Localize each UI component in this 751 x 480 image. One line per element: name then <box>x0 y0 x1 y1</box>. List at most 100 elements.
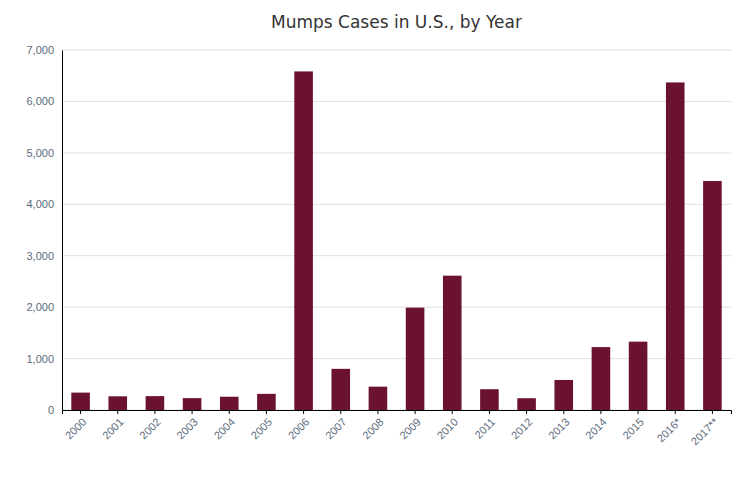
bar <box>592 347 611 410</box>
bar <box>71 393 90 410</box>
chart: 0 1,000 2,000 3,000 4,000 5,000 6,000 7,000 2000… <box>0 0 751 480</box>
y-tick-label: 5,000 <box>26 147 54 159</box>
x-tick-label: 2003 <box>174 416 200 442</box>
y-tick: 6,000 <box>26 95 62 107</box>
grid-line <box>62 307 731 308</box>
y-tick: 4,000 <box>26 198 62 210</box>
grid <box>62 50 731 410</box>
bar <box>443 276 462 410</box>
x-tick-label: 2015 <box>620 416 646 442</box>
x-tick: 2014 <box>583 410 609 441</box>
x-tick-mark <box>600 410 601 414</box>
grid-line <box>62 204 731 205</box>
y-tick: 0 <box>48 404 62 416</box>
grid-line <box>62 50 731 51</box>
plot: 0 1,000 2,000 3,000 4,000 5,000 6,000 7,000 2000… <box>26 44 731 447</box>
x-tick-mark <box>192 410 193 414</box>
x-tick: 2010 <box>434 410 460 441</box>
x-tick-mark <box>117 410 118 414</box>
x-tick-label: 2008 <box>360 416 386 442</box>
x-tick: 2000 <box>63 410 89 441</box>
x-tick-mark <box>563 410 564 414</box>
bar <box>108 396 127 410</box>
y-tick-label: 6,000 <box>26 95 54 107</box>
bar <box>703 181 722 410</box>
y-tick-label: 3,000 <box>26 250 54 262</box>
x-tick-mark <box>638 410 639 414</box>
bars <box>71 71 721 410</box>
x-tick: 2008 <box>360 410 386 441</box>
x-tick-mark <box>675 410 676 414</box>
x-tick-mark <box>80 410 81 414</box>
x-tick: 2013 <box>546 410 572 441</box>
x-axis-line <box>63 411 732 415</box>
y-axis: 0 1,000 2,000 3,000 4,000 5,000 6,000 7,000 <box>26 44 62 416</box>
y-tick: 3,000 <box>26 250 62 262</box>
x-tick-mark <box>266 410 267 414</box>
y-tick-label: 4,000 <box>26 198 54 210</box>
bar <box>369 387 388 410</box>
x-tick-label: 2002 <box>137 416 163 442</box>
y-tick-label: 0 <box>48 404 54 416</box>
x-tick-label: 2007 <box>323 416 349 442</box>
y-tick: 2,000 <box>26 301 62 313</box>
x-tick-label: 2013 <box>546 416 572 442</box>
x-tick: 2005 <box>249 410 275 441</box>
x-tick-label: 2017** <box>688 415 720 447</box>
grid-line <box>62 101 731 102</box>
x-tick-mark <box>489 410 490 414</box>
x-tick: 2006 <box>286 410 312 441</box>
x-tick-mark <box>415 410 416 414</box>
x-tick: 2012 <box>509 410 535 441</box>
x-tick: 2011 <box>472 410 497 441</box>
x-tick: 2015 <box>620 410 646 441</box>
y-tick: 5,000 <box>26 147 62 159</box>
y-axis-line <box>62 51 63 411</box>
y-tick-label: 7,000 <box>26 44 54 56</box>
bar <box>517 398 536 410</box>
x-tick: 2001 <box>100 410 126 441</box>
y-tick-label: 2,000 <box>26 301 54 313</box>
x-tick: 2004 <box>211 410 237 441</box>
x-tick-mark <box>712 410 713 414</box>
title: Mumps Cases in U.S., by Year <box>271 12 522 32</box>
bar <box>220 397 239 410</box>
bar <box>331 369 350 410</box>
bar <box>629 342 648 410</box>
grid-line <box>62 152 731 153</box>
y-tick-label: 1,000 <box>26 353 54 365</box>
x-tick: 2007 <box>323 410 349 441</box>
bar <box>406 308 425 410</box>
y-tick: 7,000 <box>26 44 62 56</box>
x-tick-label: 2006 <box>286 416 312 442</box>
bar <box>257 394 276 410</box>
x-tick: 2003 <box>174 410 200 441</box>
bar <box>294 71 313 410</box>
x-tick-mark <box>229 410 230 414</box>
x-tick-label: 2012 <box>509 416 535 442</box>
x-tick-mark <box>303 410 304 414</box>
x-tick: 2009 <box>397 410 423 441</box>
x-tick-label: 2000 <box>63 416 89 442</box>
x-tick-mark <box>340 410 341 414</box>
bar <box>666 82 685 410</box>
x-tick-label: 2004 <box>211 416 237 442</box>
bar <box>183 398 202 410</box>
x-tick-label: 2016* <box>654 415 683 444</box>
x-tick: 2017** <box>688 410 720 448</box>
bar <box>480 389 499 410</box>
x-tick-mark <box>154 410 155 414</box>
x-axis: 2000 2001 2002 2003 2004 2005 2006 2007 2008 2009… <box>63 410 732 448</box>
y-tick: 1,000 <box>26 353 62 365</box>
x-tick-label: 2001 <box>100 416 126 442</box>
x-tick-label: 2011 <box>472 416 497 441</box>
x-tick-label: 2009 <box>397 416 423 442</box>
x-tick: 2016* <box>654 410 683 444</box>
x-tick-label: 2014 <box>583 416 609 442</box>
grid-line <box>62 255 731 256</box>
bar <box>146 396 165 410</box>
x-tick-label: 2005 <box>249 416 275 442</box>
x-tick-mark <box>377 410 378 414</box>
x-tick: 2002 <box>137 410 163 441</box>
x-tick-label: 2010 <box>434 416 460 442</box>
